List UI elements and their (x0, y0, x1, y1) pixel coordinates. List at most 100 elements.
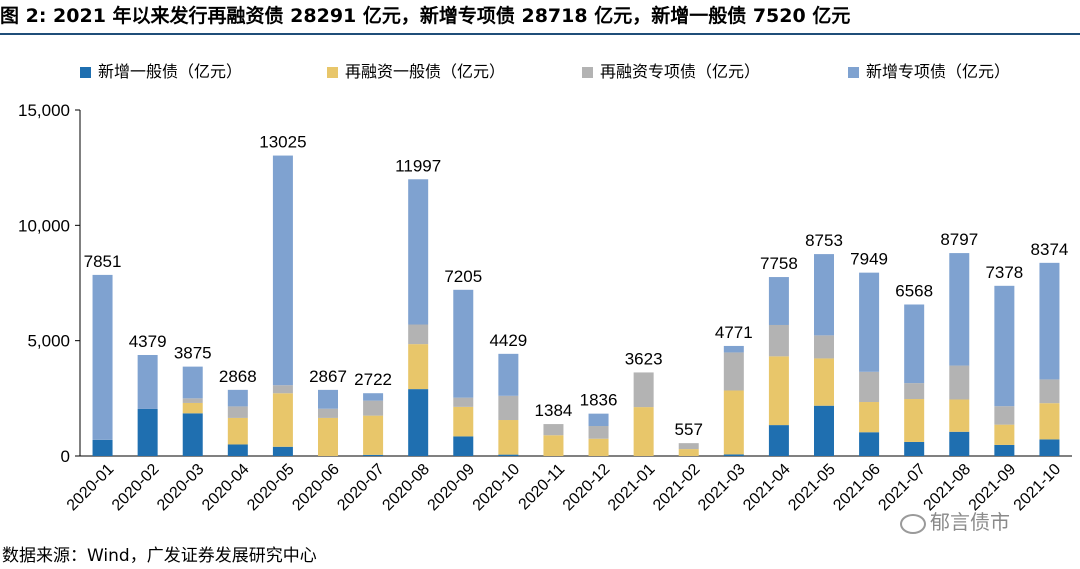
x-tick-label: 2021-02 (650, 461, 704, 515)
bar-segment (859, 432, 880, 456)
bar-segment (723, 352, 744, 391)
bar-segment (498, 353, 519, 396)
bar-segment (904, 304, 925, 384)
bar-segment (904, 383, 925, 400)
total-data-label: 1384 (535, 401, 573, 420)
bar-segment (272, 385, 293, 394)
bar-segment (1039, 379, 1060, 404)
total-data-label: 13025 (259, 133, 306, 152)
x-tick-label: 2021-04 (740, 461, 794, 515)
bar-segment (453, 397, 474, 407)
bar-segment (92, 439, 113, 456)
total-data-label: 7205 (444, 267, 482, 286)
bar-segment (408, 179, 429, 325)
bar-segment (227, 389, 248, 407)
bar-segment (723, 390, 744, 455)
bar-segment (904, 441, 925, 456)
bar-segment (227, 417, 248, 445)
legend-swatch (327, 67, 338, 78)
bar-segment (1039, 403, 1060, 440)
bar-segment (498, 420, 519, 455)
bar-segment (182, 366, 203, 399)
bar-segment (182, 413, 203, 456)
bar-segment (723, 345, 744, 353)
bar-segment (633, 372, 654, 408)
x-tick-label: 2020-10 (470, 461, 524, 515)
x-tick-label: 2021-10 (1011, 461, 1065, 515)
bar-segment (949, 431, 970, 456)
bar-segment (768, 425, 789, 456)
bar-segment (859, 402, 880, 433)
total-data-label: 7949 (850, 250, 888, 269)
bar-segment (814, 254, 834, 336)
x-tick-label: 2020-06 (289, 461, 343, 515)
x-tick-label: 2020-04 (199, 461, 253, 515)
legend-swatch (848, 67, 859, 78)
total-data-label: 7758 (760, 254, 798, 273)
legend-swatch (582, 67, 593, 78)
bar-segment (994, 406, 1015, 425)
x-tick-label: 2021-05 (785, 461, 839, 515)
legend-label: 再融资一般债（亿元） (345, 62, 505, 81)
bar-segment (137, 408, 158, 456)
bar-segment (498, 395, 519, 421)
bar-segment (182, 402, 203, 414)
bar-segment (768, 356, 789, 426)
x-tick-label: 2020-01 (64, 461, 118, 515)
total-data-label: 8797 (940, 230, 978, 249)
bar-segment (318, 417, 338, 456)
bar-segment (272, 393, 293, 447)
title-divider (0, 33, 1080, 35)
bar-segment (408, 389, 429, 456)
total-data-label: 11997 (395, 156, 441, 175)
watermark: 郁言债市 (900, 506, 1010, 535)
bar-segment (182, 398, 203, 403)
bar-segment (588, 438, 609, 456)
bar-segment (949, 253, 970, 366)
total-data-label: 2722 (354, 370, 392, 389)
bar-segment (363, 415, 384, 455)
bar-segment (92, 274, 113, 440)
total-data-label: 4771 (715, 323, 753, 342)
total-data-label: 2867 (309, 367, 347, 386)
x-tick-label: 2020-05 (244, 461, 298, 515)
total-data-label: 7378 (985, 263, 1023, 282)
bar-segment (994, 424, 1015, 445)
bar-segment (272, 155, 293, 386)
bar-segment (498, 454, 519, 456)
x-tick-label: 2020-07 (334, 461, 388, 515)
legend-swatch (80, 67, 91, 78)
bar-segment (1039, 262, 1060, 380)
bar-segment (588, 426, 609, 439)
bar-segment (814, 335, 834, 359)
x-tick-label: 2021-06 (830, 461, 884, 515)
x-tick-label: 2020-09 (425, 461, 479, 515)
total-data-label: 2868 (219, 367, 257, 386)
total-data-label: 3623 (625, 349, 663, 368)
bar-segment (363, 400, 384, 416)
bar-segment (408, 344, 429, 390)
x-tick-label: 2020-02 (109, 461, 163, 515)
bar-segment (408, 324, 429, 345)
bar-segment (994, 285, 1015, 407)
total-data-label: 4429 (489, 331, 527, 350)
bar-segment (272, 446, 293, 456)
bar-segment (814, 405, 834, 456)
bar-segment (949, 399, 970, 432)
x-tick-label: 2021-03 (695, 461, 749, 515)
bar-segment (768, 277, 789, 325)
total-data-label: 3875 (174, 344, 212, 363)
y-tick-label: 0 (61, 447, 70, 466)
bar-segment (814, 358, 834, 406)
x-tick-label: 2020-12 (560, 461, 614, 515)
total-data-label: 4379 (129, 332, 167, 351)
x-tick-label: 2020-08 (379, 461, 433, 515)
bar-segment (363, 454, 384, 456)
x-tick-label: 2021-01 (605, 461, 659, 515)
bar-segment (859, 272, 880, 372)
total-data-label: 8753 (805, 231, 843, 250)
bar-segment (588, 413, 609, 427)
legend-label: 新增一般债（亿元） (98, 62, 242, 81)
total-data-label: 1836 (580, 391, 618, 410)
wechat-icon (900, 513, 926, 534)
